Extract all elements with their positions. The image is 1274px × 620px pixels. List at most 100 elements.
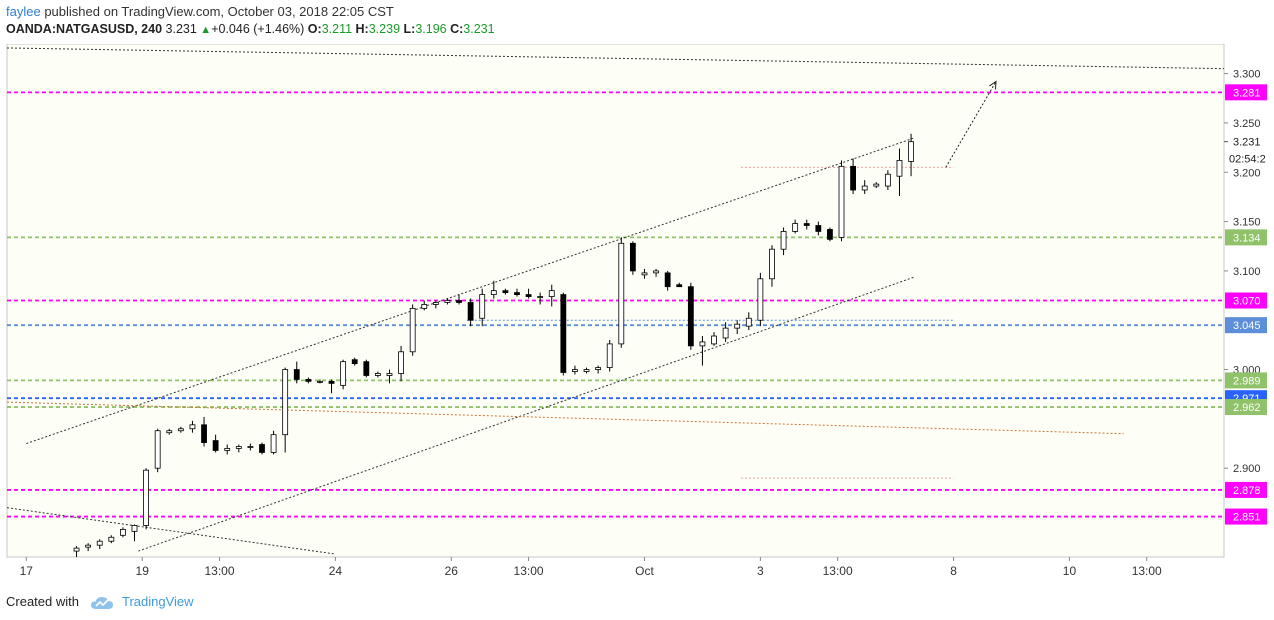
candle-body — [734, 323, 741, 329]
candle-body — [873, 183, 880, 187]
candle-body — [653, 270, 659, 274]
plot-area — [6, 44, 1225, 558]
candle-body — [861, 185, 868, 191]
x-tick-label: 24 — [329, 564, 343, 578]
candle-body — [757, 278, 764, 321]
level-label-box — [1225, 292, 1267, 309]
x-tick-label: 13:00 — [204, 564, 234, 578]
x-tick-label: 19 — [136, 564, 150, 578]
level-label-box — [1225, 481, 1267, 498]
candle-body — [154, 430, 161, 469]
author-link[interactable]: faylee — [6, 4, 41, 19]
candle-body — [780, 231, 787, 250]
y-tick-label: 2.900 — [1233, 463, 1261, 475]
created-with-text: Created with — [6, 594, 79, 609]
y-tick-label: 3.250 — [1233, 118, 1261, 130]
candle-body — [293, 369, 300, 380]
x-tick-label: 8 — [950, 564, 957, 578]
candle-body — [850, 165, 857, 191]
candle-body — [166, 430, 173, 434]
candle-body — [305, 379, 312, 382]
candle-body — [548, 290, 555, 297]
candle-body — [421, 304, 428, 309]
candle-body — [120, 528, 126, 536]
level-label: 2.878 — [1233, 485, 1261, 497]
level-label-box — [1225, 399, 1267, 416]
candle-body — [351, 359, 358, 365]
candle-body — [815, 225, 822, 232]
candle-body — [467, 302, 474, 321]
tradingview-brand-link[interactable]: TradingView — [122, 594, 194, 609]
open-label: O: — [307, 22, 322, 36]
level-label: 2.851 — [1233, 512, 1261, 524]
level-label: 2.989 — [1233, 375, 1261, 387]
candle-body — [363, 361, 370, 376]
y-tick-label: 3.200 — [1233, 167, 1261, 179]
x-tick-label: 10 — [1063, 564, 1077, 578]
candle-body — [131, 525, 138, 532]
candle-body — [177, 428, 184, 432]
candle-body — [699, 341, 706, 347]
candle-body — [456, 300, 462, 303]
y-tick-label: 3.150 — [1233, 217, 1261, 229]
chart-header: faylee published on TradingView.com, Oct… — [0, 0, 1274, 44]
x-tick-label: 17 — [20, 564, 34, 578]
candle-body — [827, 229, 833, 240]
candle-body — [409, 307, 416, 353]
candle-body — [108, 536, 115, 542]
candle-body — [224, 448, 231, 451]
x-tick-label: 13:00 — [823, 564, 853, 578]
candle-body — [745, 317, 752, 327]
candle-body — [444, 300, 451, 303]
up-arrow-icon: ▲ — [200, 24, 212, 36]
candle-body — [96, 540, 103, 546]
level-label-box — [1225, 317, 1267, 334]
tradingview-cloud-icon — [90, 596, 113, 609]
candle-body — [664, 272, 671, 288]
candle-body — [618, 242, 625, 345]
candle-body — [676, 284, 683, 288]
level-label-box — [1225, 508, 1267, 525]
candle-body — [687, 286, 694, 347]
trendline — [138, 276, 916, 552]
candle-body — [270, 434, 277, 453]
candle-body — [235, 446, 242, 449]
candle-body — [606, 343, 613, 368]
candle-body — [328, 380, 335, 384]
level-label-box — [1225, 372, 1267, 389]
last-price-label: 3.231 — [1233, 137, 1261, 149]
candle-body — [838, 165, 845, 238]
candle-body — [629, 242, 636, 272]
candle-body — [490, 290, 497, 295]
symbol-line: OANDA:NATGASUSD, 240 3.231 ▲+0.046 (+1.4… — [6, 22, 495, 36]
x-tick-label: Oct — [635, 564, 654, 578]
level-label: 3.134 — [1233, 232, 1261, 244]
price-chart[interactable]: 3.3003.2503.2003.1503.1003.0002.9003.281… — [0, 44, 1274, 584]
trendline — [26, 137, 916, 445]
candle-body — [583, 369, 590, 372]
candle-body — [259, 444, 265, 453]
x-tick-label: 3 — [757, 564, 764, 578]
y-tick-label: 3.100 — [1233, 266, 1261, 278]
candle-body — [896, 160, 903, 177]
candle-body — [769, 248, 775, 280]
candle-body — [514, 292, 520, 295]
x-tick-label: 13:00 — [1132, 564, 1162, 578]
candle-body — [792, 223, 799, 232]
candle-body — [143, 469, 149, 526]
candle-body — [340, 361, 347, 386]
candle-body — [189, 424, 196, 430]
high-value: 3.239 — [368, 22, 401, 36]
level-label: 3.070 — [1233, 296, 1261, 308]
x-tick-label: 13:00 — [514, 564, 544, 578]
level-label: 3.045 — [1233, 320, 1261, 332]
candle-body — [317, 380, 323, 383]
candle-body — [432, 302, 439, 305]
candle-body — [85, 544, 92, 548]
candle-body — [572, 369, 578, 372]
published-text: published on TradingView.com, October 03… — [44, 4, 394, 19]
trendline — [7, 507, 336, 555]
trendline — [7, 47, 1224, 70]
level-label: 3.281 — [1233, 87, 1261, 99]
publish-line: faylee published on TradingView.com, Oct… — [6, 4, 394, 19]
